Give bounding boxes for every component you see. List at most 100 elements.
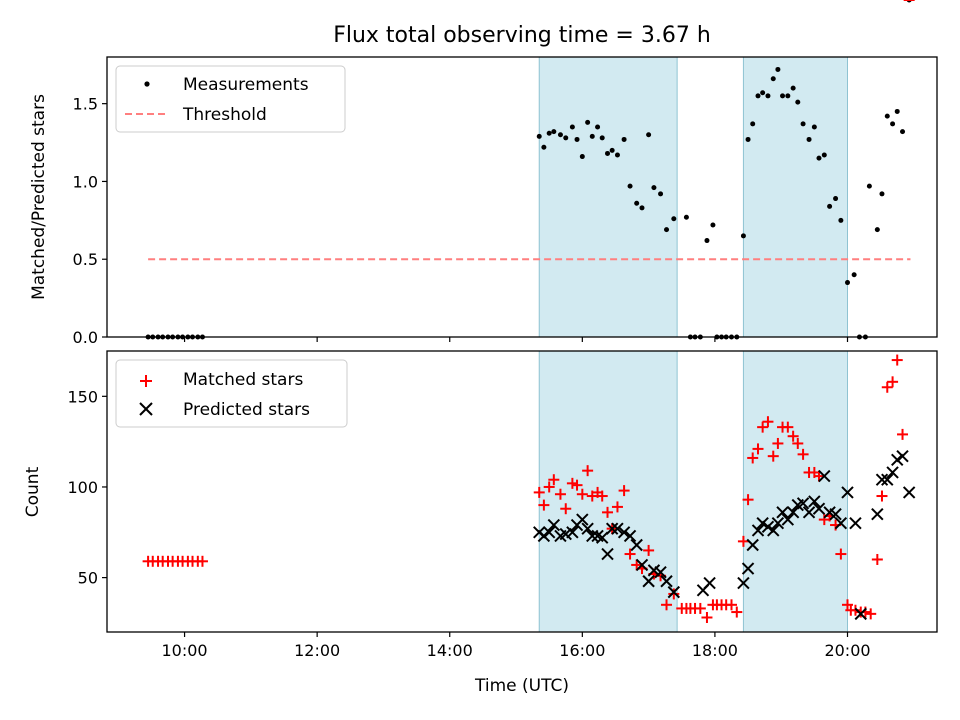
matched-star-point	[611, 501, 623, 513]
bottom-y-ticks: 50 100 150	[67, 387, 107, 588]
measurement-point	[639, 205, 645, 211]
predicted-star-point	[741, 562, 755, 575]
predicted-star-point	[902, 486, 916, 499]
predicted-star-point	[635, 558, 649, 572]
predicted-star-point	[642, 575, 655, 588]
measurement-point	[614, 152, 620, 158]
predicted-star-point	[654, 565, 667, 579]
predicted-star-point	[746, 538, 759, 552]
measurement-point	[795, 99, 801, 105]
x-tick-label: 16:00	[559, 641, 605, 660]
legend-matched-label: Matched stars	[183, 370, 303, 390]
shaded-interval-2	[742, 350, 849, 633]
measurement-point	[579, 154, 585, 160]
measurement-point	[599, 135, 605, 141]
legend-matched-marker	[140, 375, 152, 387]
predicted-star-point	[802, 506, 816, 519]
predicted-star-point	[617, 526, 631, 539]
measurement-point	[894, 108, 900, 114]
predicted-star-point	[761, 520, 775, 534]
measurement-point	[845, 280, 851, 286]
measurement-point	[671, 216, 677, 222]
measurement-point	[775, 66, 781, 72]
predicted-star-point	[834, 517, 848, 530]
matched-star-point	[757, 421, 769, 433]
predicted-star-point	[660, 575, 673, 588]
matched-star-point	[767, 450, 779, 462]
matched-star-point	[865, 608, 877, 620]
measurement-point	[745, 136, 751, 142]
matched-star-point	[624, 548, 636, 560]
matched-star-point	[548, 474, 560, 486]
measurement-point	[609, 147, 615, 153]
matched-star-point	[560, 503, 572, 515]
matched-star-point	[725, 599, 737, 611]
x-tick-label: 14:00	[427, 641, 473, 660]
matched-star-point	[813, 470, 825, 482]
matched-star-point	[571, 479, 583, 491]
measurement-point	[563, 135, 569, 141]
matched-star-point	[782, 421, 794, 433]
measurement-point	[740, 233, 746, 239]
legend-measurements-marker	[144, 81, 150, 87]
legend-measurements-label: Measurements	[183, 75, 309, 95]
measurement-point	[569, 124, 575, 130]
measurement-point	[585, 119, 591, 125]
matched-star-point	[881, 381, 893, 393]
matched-star-point	[891, 354, 903, 366]
matched-star-point	[538, 499, 550, 511]
predicted-star-point	[751, 524, 765, 537]
matched-star-point	[876, 490, 888, 502]
matched-star-point	[887, 376, 899, 388]
measurement-point	[710, 222, 716, 228]
matched-star-point	[694, 602, 706, 614]
measurement-point	[866, 183, 872, 189]
measurement-point	[557, 132, 563, 138]
predicted-star-point	[581, 522, 594, 535]
legend-threshold-label: Threshold	[182, 105, 267, 125]
predicted-star-point	[886, 466, 899, 479]
bottom-y-axis-label: Count	[23, 466, 43, 517]
predicted-star-point	[611, 522, 624, 535]
predicted-star-point	[586, 529, 599, 543]
measurement-point	[664, 227, 670, 233]
y-tick-label: 150	[67, 387, 98, 406]
predicted-star-point	[875, 473, 889, 486]
measurement-point	[651, 185, 657, 191]
measurements-series	[145, 0, 912, 340]
predicted-star-point	[667, 585, 681, 599]
top-panel: 0.0 0.5 1.0 1.5 Matched/Predicted stars Mea…	[29, 0, 938, 347]
measurement-point	[627, 183, 633, 189]
predicted-star-point	[812, 502, 826, 515]
predicted-star-point	[576, 513, 589, 526]
predicted-star-point	[841, 486, 854, 499]
matched-star-point	[752, 443, 764, 455]
measurement-point	[704, 238, 710, 244]
top-x-ticks	[183, 337, 849, 342]
predicted-star-point	[542, 526, 556, 539]
matched-star-point	[797, 448, 809, 460]
predicted-star-point	[703, 576, 716, 590]
predicted-star-point	[871, 507, 884, 521]
measurement-point	[551, 129, 557, 135]
measurement-point	[821, 152, 827, 158]
measurement-point	[811, 124, 817, 130]
predicted-star-point	[537, 529, 551, 543]
predicted-star-point	[596, 531, 609, 544]
measurement-point	[765, 93, 771, 99]
predicted-star-point	[854, 607, 867, 621]
matched-star-point	[543, 481, 555, 493]
measurement-point	[827, 203, 833, 209]
measurement-point	[806, 136, 812, 142]
matched-star-point	[772, 437, 784, 449]
y-tick-label: 100	[67, 478, 98, 497]
top-y-axis-label: Matched/Predicted stars	[29, 94, 49, 300]
predicted-star-point	[767, 524, 780, 537]
measurement-point	[755, 93, 761, 99]
matched-star-point	[731, 606, 743, 618]
top-y-ticks: 0.0 0.5 1.0 1.5	[73, 95, 107, 347]
legend-predicted-label: Predicted stars	[183, 400, 310, 420]
measurement-point	[874, 227, 880, 233]
measurement-point	[900, 129, 906, 135]
measurement-point	[838, 217, 844, 223]
